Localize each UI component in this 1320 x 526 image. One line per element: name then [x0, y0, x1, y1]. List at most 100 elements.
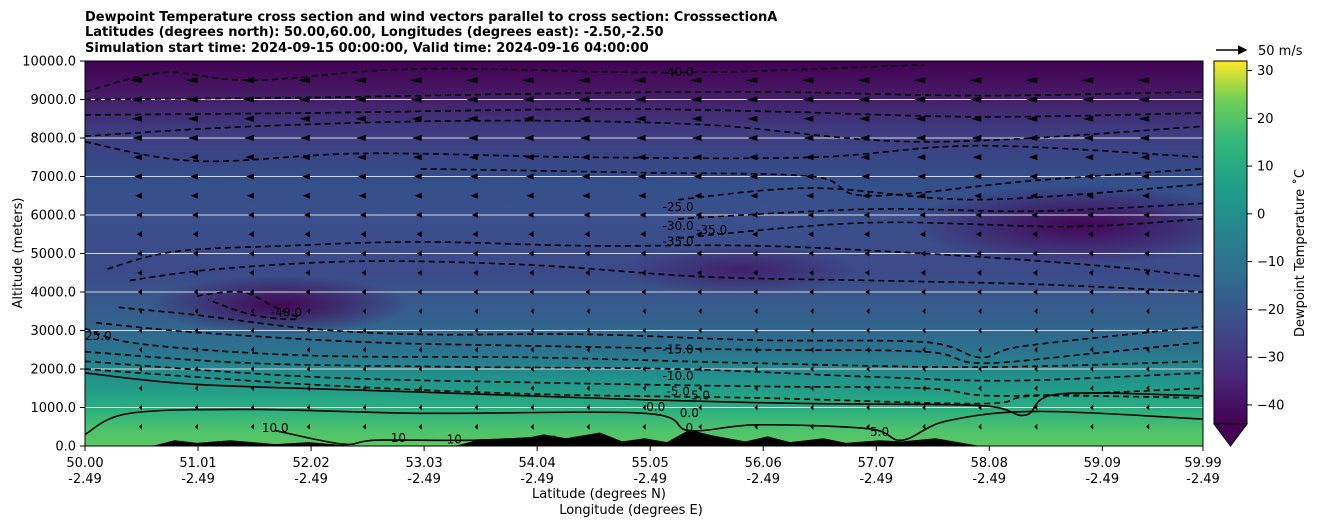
x-tick-label-lon: -2.49	[859, 472, 893, 487]
wind-vector	[301, 154, 310, 161]
wind-vector	[193, 289, 198, 295]
wind-vector	[418, 404, 422, 411]
wind-vector	[245, 154, 254, 161]
wind-vector	[917, 173, 926, 180]
x-tick-label-lat: 50.00	[66, 456, 103, 471]
y-tick-label: 4000.0	[31, 286, 77, 301]
contour-line	[129, 260, 1203, 293]
wind-vector	[1090, 404, 1094, 411]
wind-vector	[754, 327, 758, 334]
wind-vector	[807, 212, 814, 218]
wind-vector	[1146, 404, 1150, 411]
wind-vector	[913, 77, 926, 84]
wind-vector	[192, 231, 198, 238]
wind-vector	[978, 366, 982, 372]
chart-title-line-1: Dewpoint Temperature cross section and w…	[85, 10, 777, 25]
wind-vector	[417, 269, 422, 276]
plot-area: -40.0 -25.0 -30.0-35.0-35.0 -40.0 -25.0 -15.0…	[85, 61, 1203, 447]
wind-vector	[354, 96, 366, 103]
wind-vector	[636, 135, 646, 141]
wind-vector	[976, 231, 982, 238]
wind-vector	[922, 366, 926, 372]
wind-vector	[413, 173, 422, 180]
wind-vector	[418, 366, 422, 372]
wind-vector	[637, 173, 646, 180]
wind-vector	[524, 135, 534, 141]
contour-label: -15.0	[663, 342, 694, 356]
wind-vector	[978, 327, 982, 334]
wind-vector	[1144, 250, 1150, 257]
wind-vector	[360, 212, 366, 218]
wind-vector	[866, 308, 870, 315]
wind-vector	[1085, 173, 1094, 180]
x-axis: 50.00-2.4951.01-2.4952.02-2.4953.03-2.49…	[66, 446, 1222, 487]
wind-vector	[530, 385, 534, 392]
wind-vector	[859, 135, 870, 141]
contour-line	[85, 372, 1203, 417]
wind-vector	[582, 192, 590, 199]
x-tick-label-lon: -2.49	[1186, 472, 1220, 487]
wind-vector	[750, 192, 758, 199]
wind-vector	[194, 404, 198, 411]
wind-vector	[748, 135, 758, 141]
wind-vector	[638, 192, 646, 199]
contour-line	[85, 108, 1203, 118]
wind-vector	[691, 115, 702, 122]
wind-vector	[193, 250, 198, 257]
contour-label: 10	[447, 433, 462, 447]
x-tick-label-lon: -2.49	[972, 472, 1006, 487]
wind-vector	[410, 96, 422, 103]
wind-vector	[809, 289, 814, 295]
x-tick-label-lon: -2.49	[1085, 472, 1119, 487]
wind-vector	[753, 269, 758, 276]
wind-vector	[978, 385, 982, 392]
wind-vector	[416, 231, 422, 238]
y-tick-label: 8000.0	[31, 132, 77, 147]
wind-vector	[641, 289, 646, 295]
wind-vector	[586, 346, 590, 353]
wind-vector	[187, 115, 198, 122]
wind-vector	[530, 308, 534, 315]
wind-vector	[1082, 96, 1094, 103]
wind-vector	[361, 289, 366, 295]
wind-vector	[973, 173, 982, 180]
wind-vector	[1143, 231, 1150, 238]
wind-vector	[130, 77, 142, 84]
wind-vector	[1028, 154, 1038, 161]
wind-vector	[522, 96, 534, 103]
wind-vector	[698, 346, 702, 353]
wind-vector	[1146, 346, 1150, 353]
wind-vector	[693, 173, 702, 180]
wind-vector	[690, 96, 702, 103]
wind-vector	[250, 423, 254, 430]
wind-vector	[360, 250, 366, 257]
wind-vector	[1029, 173, 1038, 180]
wind-vector	[521, 77, 534, 84]
wind-vector	[916, 154, 926, 161]
wind-vector	[746, 96, 758, 103]
wind-vector	[978, 423, 982, 430]
wind-vector	[1139, 135, 1150, 141]
wind-vector	[920, 269, 926, 276]
wind-vector	[639, 212, 646, 218]
contour-label: 5.0	[691, 388, 710, 402]
y-tick-label: 0.0	[55, 440, 76, 455]
wind-vector	[137, 269, 142, 276]
wind-vector	[242, 96, 254, 103]
contour-line	[85, 327, 1203, 368]
wind-vector	[754, 346, 758, 353]
contour-label: -5.0	[666, 385, 689, 399]
wind-vector	[414, 192, 422, 199]
wind-vector	[469, 173, 478, 180]
wind-vector	[469, 154, 478, 161]
wind-vector	[972, 154, 982, 161]
wind-vector	[1146, 366, 1150, 372]
wind-vector	[249, 289, 254, 295]
wind-vector	[358, 192, 366, 199]
contour-line	[678, 183, 1203, 201]
wind-vector	[249, 250, 254, 257]
wind-vector	[362, 385, 366, 392]
contour-label: 10.0	[262, 421, 289, 435]
wind-vector	[474, 308, 478, 315]
wind-vector	[802, 96, 814, 103]
